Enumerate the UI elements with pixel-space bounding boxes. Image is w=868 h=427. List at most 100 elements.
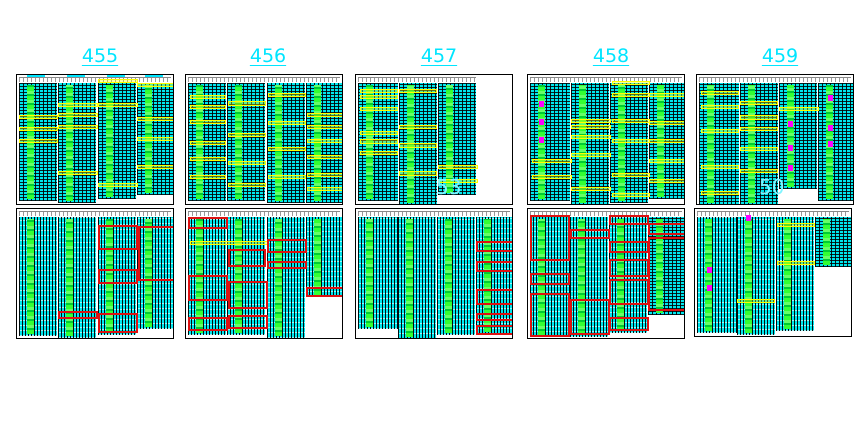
spine <box>275 219 282 336</box>
yellow-markup <box>532 175 572 179</box>
yellow-markup <box>360 131 398 135</box>
drawing-column <box>306 217 342 297</box>
sheet-459-top[interactable]: 50 <box>696 74 854 205</box>
sheet-456-top[interactable] <box>185 74 343 205</box>
sheet-456-bottom[interactable] <box>185 208 343 339</box>
yellow-markup <box>612 93 650 97</box>
header-caption <box>145 75 163 77</box>
red-markup <box>609 279 649 305</box>
sheet-455-top[interactable] <box>16 74 174 205</box>
yellow-markup <box>58 103 98 107</box>
red-markup <box>188 275 228 301</box>
spine <box>484 219 491 332</box>
yellow-markup <box>307 173 342 177</box>
yellow-markup <box>649 93 684 97</box>
spine <box>66 219 73 336</box>
magenta-marker <box>788 121 793 127</box>
spine <box>446 85 453 193</box>
yellow-markup <box>190 95 226 99</box>
yellow-markup <box>571 119 611 123</box>
yellow-markup <box>228 133 266 137</box>
sheet-label-458[interactable]: 458 <box>592 45 630 67</box>
spine <box>705 219 712 331</box>
red-markup <box>570 229 610 239</box>
spine <box>314 219 321 295</box>
red-markup <box>188 217 228 229</box>
drawing-column <box>697 217 737 333</box>
yellow-markup <box>740 115 778 120</box>
red-markup <box>98 225 138 250</box>
sheet-label-455[interactable]: 455 <box>81 45 119 67</box>
red-markup <box>570 299 610 335</box>
red-markup <box>267 261 307 269</box>
yellow-markup <box>532 159 572 163</box>
magenta-marker <box>707 285 712 291</box>
yellow-markup <box>268 147 306 151</box>
yellow-markup <box>360 139 398 144</box>
yellow-markup <box>701 165 739 169</box>
yellow-markup <box>307 155 342 159</box>
spine <box>106 85 113 197</box>
title-header-strip <box>530 77 682 82</box>
drawing-column <box>267 217 305 338</box>
spine <box>407 85 414 203</box>
sheet-457-top[interactable]: 53 <box>355 74 513 205</box>
spine <box>618 85 625 201</box>
yellow-markup <box>98 183 138 187</box>
yellow-markup <box>58 171 98 175</box>
yellow-markup <box>19 139 58 143</box>
yellow-markup <box>399 143 437 148</box>
spine <box>745 219 752 333</box>
red-markup <box>476 261 512 272</box>
red-markup <box>228 315 268 329</box>
yellow-markup <box>228 101 266 106</box>
spine <box>145 219 152 327</box>
yellow-markup <box>649 179 684 183</box>
yellow-markup <box>307 187 342 191</box>
yellow-markup <box>571 125 611 129</box>
yellow-markup <box>740 127 778 131</box>
yellow-markup <box>777 261 815 265</box>
yellow-markup <box>268 121 306 125</box>
yellow-markup <box>612 119 650 123</box>
sheet-458-bottom[interactable] <box>527 208 685 339</box>
yellow-markup <box>571 187 611 191</box>
yellow-markup <box>58 125 98 129</box>
sheet-457-bottom[interactable] <box>355 208 513 339</box>
yellow-markup <box>190 241 268 245</box>
red-markup <box>228 281 268 309</box>
red-markup <box>98 269 138 284</box>
magenta-marker <box>539 119 544 125</box>
sheet-455-bottom[interactable] <box>16 208 174 339</box>
red-markup <box>530 293 570 337</box>
yellow-markup <box>190 175 226 179</box>
magenta-marker <box>828 141 833 147</box>
yellow-markup <box>307 113 342 117</box>
yellow-markup <box>701 191 739 195</box>
yellow-markup <box>190 141 226 145</box>
drawing-column <box>779 83 817 189</box>
drawing-column <box>58 83 96 203</box>
yellow-markup <box>399 89 437 93</box>
yellow-markup <box>268 175 306 179</box>
sheet-458-top[interactable] <box>527 74 685 205</box>
yellow-markup <box>360 151 398 155</box>
drawing-column <box>188 83 226 201</box>
sheet-label-459[interactable]: 459 <box>761 45 799 67</box>
drawing-column <box>740 83 778 204</box>
spine <box>235 85 242 199</box>
drawing-column <box>267 83 305 203</box>
red-markup <box>476 289 512 305</box>
sheet-459-bottom[interactable] <box>694 208 852 337</box>
spine <box>445 219 452 333</box>
sheet-label-457[interactable]: 457 <box>420 45 458 67</box>
magenta-marker <box>788 165 793 171</box>
drawing-column <box>58 217 96 338</box>
magenta-marker <box>539 137 544 143</box>
title-header-strip <box>358 77 476 82</box>
spine <box>106 219 113 333</box>
sheet-label-456[interactable]: 456 <box>249 45 287 67</box>
spine <box>314 85 321 201</box>
yellow-markup <box>98 79 138 83</box>
drawing-column <box>571 83 609 204</box>
